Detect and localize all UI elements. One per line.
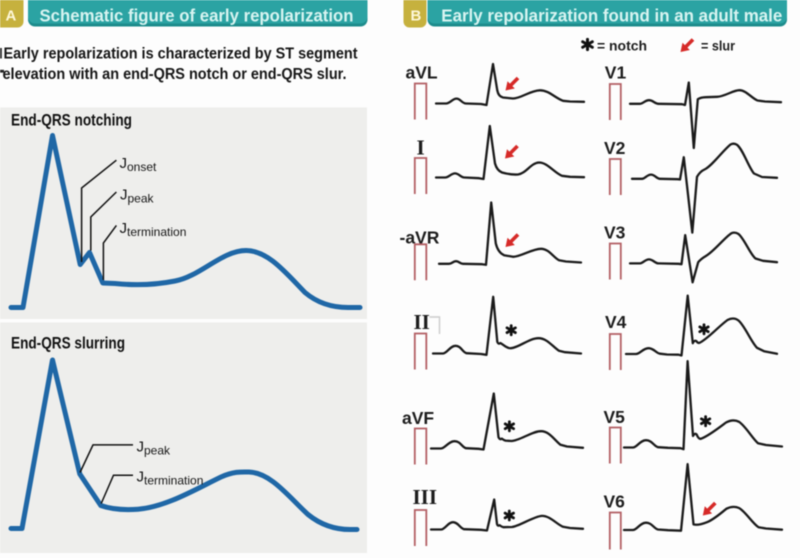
svg-text:I: I	[417, 135, 425, 159]
svg-text:Jpeak: Jpeak	[137, 439, 172, 458]
svg-text:End-QRS notching: End-QRS notching	[11, 111, 132, 130]
svg-text:Jonset: Jonset	[120, 155, 158, 174]
svg-text:A: A	[6, 8, 17, 25]
svg-text:Early repolarization found in: Early repolarization found in an adult m…	[441, 5, 782, 25]
svg-text:Early repolarization is charac: Early repolarization is characterized by…	[4, 46, 359, 63]
svg-text:Schematic figure of early repo: Schematic figure of early repolarization	[40, 5, 354, 25]
svg-text:-aVR: -aVR	[400, 227, 440, 247]
svg-text:elevation with an end-QRS notc: elevation with an end-QRS notch or end-Q…	[3, 66, 347, 83]
svg-text:Jpeak: Jpeak	[120, 187, 155, 206]
svg-text:V4: V4	[605, 312, 627, 332]
svg-text:V3: V3	[604, 222, 626, 242]
svg-text:B: B	[411, 8, 422, 25]
svg-text:V1: V1	[605, 63, 627, 83]
svg-text:End-QRS slurring: End-QRS slurring	[11, 334, 125, 353]
svg-text:= notch: = notch	[597, 39, 647, 54]
svg-text:aVF: aVF	[402, 408, 434, 428]
svg-text:aVL: aVL	[406, 62, 438, 82]
svg-text:II: II	[414, 310, 430, 334]
svg-text:Jtermination: Jtermination	[120, 220, 187, 239]
svg-text:III: III	[413, 485, 438, 509]
svg-text:V6: V6	[604, 492, 626, 512]
svg-text:= slur: = slur	[701, 39, 736, 54]
svg-text:Jtermination: Jtermination	[137, 469, 204, 488]
svg-text:V5: V5	[604, 407, 626, 427]
svg-text:V2: V2	[604, 138, 626, 158]
